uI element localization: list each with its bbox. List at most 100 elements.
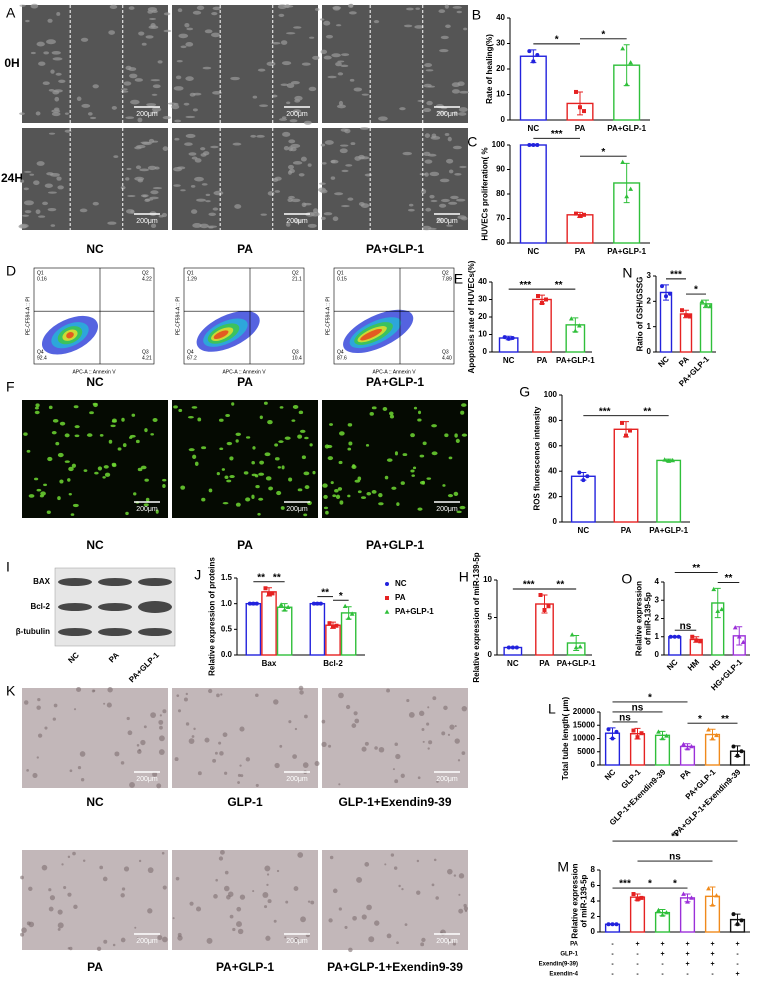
cell-cluster [240,774,244,778]
micrograph [22,400,168,518]
condition-sign: - [611,941,614,948]
significance-label: ns [680,621,692,632]
cell [431,451,438,456]
cell [268,486,274,491]
cell [64,433,70,438]
data-point [735,753,740,758]
x-tick-label: NC [656,354,671,369]
significance-label: ns [632,703,644,714]
cell-cluster [420,942,425,947]
cell [347,494,351,498]
cell-cluster [288,720,292,724]
cell [424,133,431,138]
data-point [536,294,540,298]
data-point [635,897,640,902]
data-point [624,193,630,199]
y-tick-label: 0 [488,650,493,659]
cell [141,42,147,46]
cell-cluster [390,853,395,857]
data-point [311,601,316,606]
cell-cluster [136,744,140,747]
cell [334,489,339,493]
cell [127,194,136,197]
panel-label: E [454,271,463,287]
cell [162,146,169,151]
data-point [732,625,738,630]
data-point [690,634,695,639]
cell-cluster [162,709,167,714]
data-point [254,601,259,606]
cell-cluster [338,907,342,911]
cell [410,469,415,473]
cell-cluster [185,722,190,726]
data-point [251,601,256,606]
cell [188,448,195,452]
cell-cluster [237,773,241,777]
data-point [568,316,574,321]
cell-cluster [328,918,333,923]
scale-label: 200μm [436,218,458,225]
data-point [664,733,669,738]
y-tick-label: 3 [655,595,660,604]
cell [250,134,257,138]
data-point [656,907,661,913]
cell-cluster [147,867,154,874]
cell [184,22,190,28]
cell [284,436,291,440]
cell [204,29,213,34]
y-tick-label: 40 [478,277,487,286]
cell [180,485,186,490]
cell [323,55,332,60]
cell [200,153,207,157]
cell [56,12,61,16]
cell [321,162,327,165]
cell [276,490,282,496]
cell-cluster [26,769,29,772]
cell-cluster [453,874,457,877]
cell-cluster [76,687,82,693]
cell [175,75,182,80]
cell [340,128,349,132]
y-axis-title: Rate of healing(%) [485,34,494,104]
cell-cluster [431,883,435,887]
cell [452,6,462,9]
data-point [576,323,582,328]
cell [107,221,117,225]
cell [286,101,291,105]
cell [47,456,53,462]
cell [378,492,383,498]
cell [402,453,408,457]
cell-cluster [435,896,439,900]
cell-cluster [352,915,357,921]
cell [162,478,167,482]
cell [43,51,50,55]
cell-cluster [204,737,210,743]
cell [213,190,224,196]
data-point [739,749,744,754]
cell [222,501,229,505]
data-point [714,893,719,898]
y-tick-label: 20 [496,64,505,73]
cell [448,456,453,460]
cell [339,500,344,505]
cell-cluster [426,722,430,726]
cell [289,119,298,123]
cell [365,444,370,447]
data-point [656,729,661,734]
scale-label: 200μm [136,776,158,783]
cell [52,419,59,423]
cell-cluster [255,783,259,787]
cell-cluster [176,694,180,698]
cell-cluster [332,888,338,894]
cell-cluster [73,904,78,910]
quadrant-name: Q2 [292,270,299,276]
band [58,628,92,636]
cell [320,189,328,194]
cell-cluster [310,900,315,905]
cell [406,7,414,11]
cell [437,110,447,115]
cell [451,82,461,88]
cell [134,78,143,82]
panel-label: G [519,384,530,400]
cell [388,411,394,416]
